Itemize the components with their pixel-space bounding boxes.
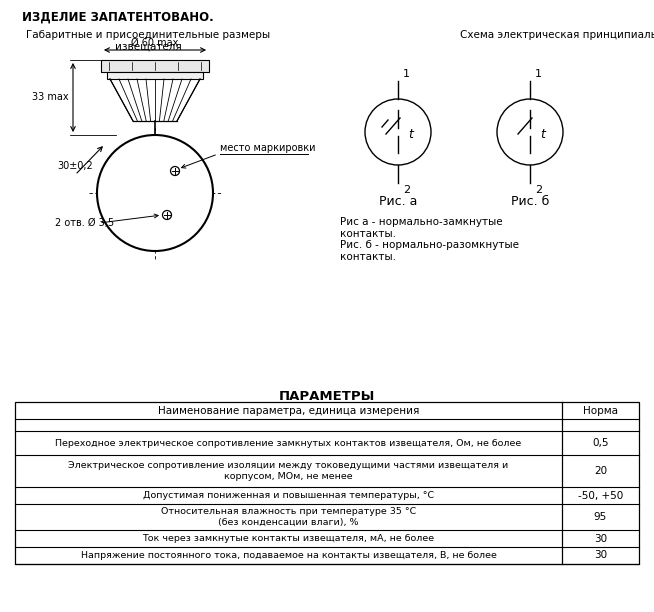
Circle shape [97, 135, 213, 251]
Text: Схема электрическая принципиальная: Схема электрическая принципиальная [460, 30, 654, 40]
Text: 20: 20 [594, 466, 607, 476]
Text: Ø 60 max: Ø 60 max [131, 38, 179, 48]
Text: 2: 2 [535, 185, 542, 195]
Text: Габаритные и присоединительные размеры
извещателя: Габаритные и присоединительные размеры и… [26, 30, 270, 51]
Text: ИЗДЕЛИЕ ЗАПАТЕНТОВАНО.: ИЗДЕЛИЕ ЗАПАТЕНТОВАНО. [22, 11, 214, 24]
Text: 0,5: 0,5 [593, 438, 609, 448]
Text: t: t [541, 128, 545, 141]
Text: 2: 2 [403, 185, 410, 195]
Bar [101, 60, 209, 72]
Text: 33 max: 33 max [33, 92, 69, 102]
Bar [15, 402, 639, 564]
Text: 1: 1 [535, 69, 542, 79]
Circle shape [365, 99, 431, 165]
Circle shape [497, 99, 563, 165]
Text: Рис а - нормально-замкнутые
контакты.
Рис. б - нормально-разомкнутые
контакты.: Рис а - нормально-замкнутые контакты. Ри… [340, 217, 519, 262]
Text: Напряжение постоянного тока, подаваемое на контакты извещателя, В, не более: Напряжение постоянного тока, подаваемое … [80, 551, 496, 560]
Text: Наименование параметра, единица измерения: Наименование параметра, единица измерени… [158, 406, 419, 416]
Text: Переходное электрическое сопротивление замкнутых контактов извещателя, Ом, не бо: Переходное электрическое сопротивление з… [56, 439, 522, 447]
Text: 30: 30 [594, 551, 607, 561]
Text: Электрическое сопротивление изоляции между токоведущими частями извещателя и
кор: Электрическое сопротивление изоляции меж… [69, 461, 509, 480]
Text: -50, +50: -50, +50 [578, 490, 623, 501]
Text: 30: 30 [594, 534, 607, 543]
Text: 30±0,2: 30±0,2 [57, 161, 93, 171]
Text: ПАРАМЕТРЫ: ПАРАМЕТРЫ [279, 390, 375, 403]
Text: Рис. б: Рис. б [511, 195, 549, 208]
Text: Ток через замкнутые контакты извещателя, мА, не более: Ток через замкнутые контакты извещателя,… [143, 534, 434, 543]
Circle shape [162, 211, 171, 220]
Text: Относительная влажность при температуре 35 °C
(без конденсации влаги), %: Относительная влажность при температуре … [161, 507, 416, 527]
Text: 2 отв. Ø 3,5: 2 отв. Ø 3,5 [55, 218, 114, 228]
Text: t: t [409, 128, 413, 141]
Text: Допустимая пониженная и повышенная температуры, °C: Допустимая пониженная и повышенная темпе… [143, 491, 434, 500]
Text: Рис. а: Рис. а [379, 195, 417, 208]
Text: место маркировки: место маркировки [220, 143, 315, 153]
Circle shape [171, 166, 179, 176]
Bar [107, 72, 203, 79]
Text: 95: 95 [594, 512, 607, 522]
Text: 1: 1 [403, 69, 410, 79]
Text: Норма: Норма [583, 406, 618, 416]
